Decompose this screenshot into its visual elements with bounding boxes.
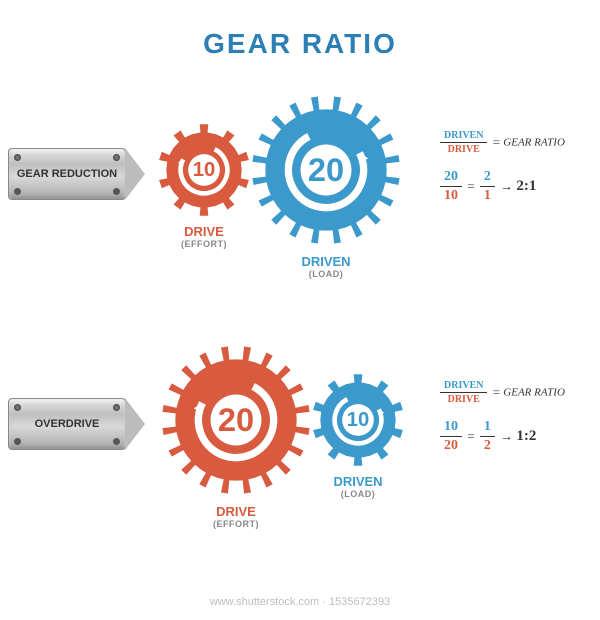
plate-overdrive: OVERDRIVE	[8, 398, 126, 450]
driven-label: DRIVEN (LOAD)	[308, 474, 408, 499]
svg-text:10: 10	[347, 409, 370, 431]
svg-text:10: 10	[193, 159, 216, 181]
formula-overdrive: DRIVEN DRIVE = GEAR RATIO 10 20 = 1 2 → …	[438, 380, 578, 454]
svg-text:20: 20	[308, 152, 344, 188]
formula-reduction: DRIVEN DRIVE = GEAR RATIO 20 10 = 2 1 → …	[438, 130, 578, 204]
driven-label: DRIVEN (LOAD)	[276, 254, 376, 279]
drive-label: DRIVE (EFFORT)	[186, 504, 286, 529]
section-reduction: GEAR REDUCTION 20 10 DRIVE (EFFORT) DRIV…	[0, 70, 600, 310]
plate-arrow-icon	[125, 398, 145, 450]
plate-arrow-icon	[125, 148, 145, 200]
section-overdrive: OVERDRIVE 10 20 DRIVE (EFFORT) DRIVEN (L…	[0, 320, 600, 560]
plate-reduction: GEAR REDUCTION	[8, 148, 126, 200]
watermark: www.shutterstock.com · 1535672393	[0, 595, 600, 610]
page-title: GEAR RATIO	[0, 0, 600, 60]
svg-text:20: 20	[218, 402, 254, 438]
drive-label: DRIVE (EFFORT)	[154, 224, 254, 249]
